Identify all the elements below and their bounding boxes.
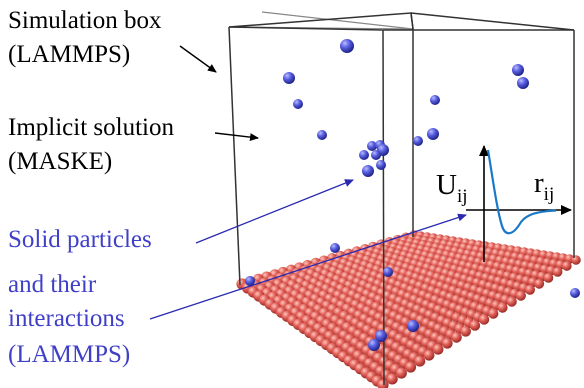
solid-particle bbox=[512, 64, 524, 76]
label-simulation-box-engine: (LAMMPS) bbox=[8, 41, 130, 68]
substrate-particle bbox=[441, 337, 453, 349]
substrate-particles bbox=[236, 230, 581, 388]
arrow-solid-particles bbox=[195, 179, 354, 244]
arrow-interactions bbox=[149, 213, 467, 320]
substrate-particle bbox=[543, 272, 554, 283]
substrate-particle bbox=[525, 284, 535, 295]
solid-particle bbox=[375, 330, 387, 342]
substrate-particle bbox=[571, 255, 581, 265]
solid-particle bbox=[368, 339, 380, 351]
substrate-particle bbox=[414, 355, 426, 367]
solid-particle bbox=[340, 39, 354, 53]
substrate-particle bbox=[515, 290, 526, 301]
solid-particle bbox=[371, 150, 381, 160]
substrate-particle bbox=[534, 278, 545, 289]
solid-particle bbox=[362, 165, 374, 177]
potential-x-label: rij bbox=[534, 167, 554, 205]
solid-particle bbox=[330, 243, 340, 253]
label-implicit-solution-engine: (MASKE) bbox=[8, 148, 112, 175]
substrate-particle bbox=[478, 314, 490, 325]
solid-particle bbox=[376, 160, 386, 170]
substrate-particle bbox=[395, 367, 407, 379]
solid-particle bbox=[367, 141, 377, 151]
substrate-particle bbox=[552, 267, 563, 277]
substrate-particle bbox=[460, 326, 471, 337]
solid-particle bbox=[430, 95, 440, 105]
label-interactions: interactions bbox=[8, 305, 125, 332]
substrate-particle bbox=[432, 343, 444, 355]
solid-particle bbox=[245, 276, 255, 286]
solid-particle bbox=[570, 288, 580, 298]
substrate-particle bbox=[405, 361, 417, 373]
solid-particle bbox=[407, 320, 419, 332]
substrate-particle bbox=[506, 296, 517, 307]
solid-particle bbox=[293, 99, 303, 109]
solid-particles bbox=[245, 39, 580, 351]
solid-particle bbox=[317, 130, 327, 140]
solid-particle bbox=[517, 77, 529, 89]
potential-inset: Uij rij bbox=[436, 145, 572, 262]
solid-particle bbox=[413, 136, 423, 146]
substrate-particle bbox=[488, 308, 499, 319]
substrate-particle bbox=[451, 332, 462, 343]
label-solid-particles: Solid particles bbox=[8, 226, 152, 253]
solid-particle bbox=[383, 267, 393, 277]
arrow-implicit-solution bbox=[214, 132, 259, 142]
simulation-box bbox=[228, 12, 575, 386]
label-simulation-box: Simulation box bbox=[8, 7, 162, 34]
substrate-particle bbox=[561, 261, 572, 271]
arrow-simulation-box bbox=[179, 45, 217, 73]
potential-y-label: Uij bbox=[436, 169, 468, 207]
substrate-particle bbox=[377, 379, 389, 388]
label-solid-particles-engine: (LAMMPS) bbox=[8, 341, 130, 368]
solid-particle bbox=[359, 150, 369, 160]
potential-curve bbox=[486, 149, 557, 235]
solid-particle bbox=[283, 72, 295, 84]
substrate-particle bbox=[497, 302, 508, 313]
solid-particle bbox=[427, 128, 439, 140]
substrate-particle bbox=[423, 349, 435, 361]
substrate-particle bbox=[386, 373, 398, 385]
label-and-their: and their bbox=[8, 271, 97, 298]
substrate-particle bbox=[469, 320, 481, 331]
label-implicit-solution: Implicit solution bbox=[8, 114, 174, 141]
